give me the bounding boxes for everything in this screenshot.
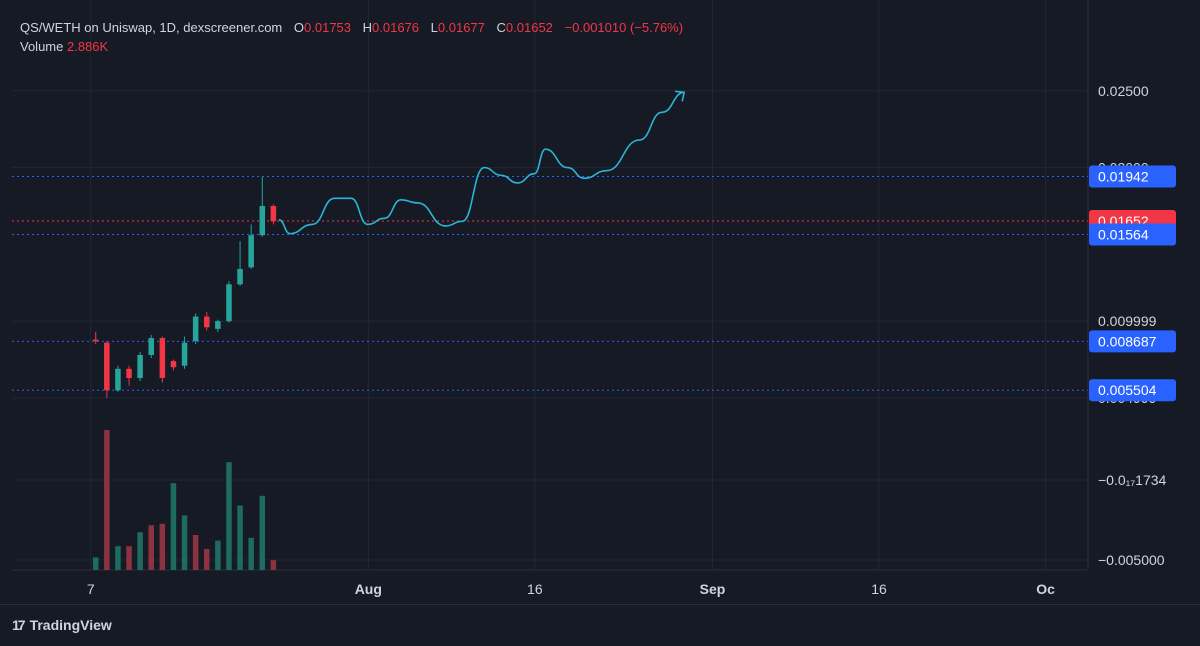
volume-bar xyxy=(137,532,143,570)
legend-high-value: 0.01676 xyxy=(372,20,420,35)
legend-title: QS/WETH on Uniswap, 1D, dexscreener.com xyxy=(20,20,283,35)
price-level-badge xyxy=(1089,379,1176,402)
candle-body xyxy=(181,342,188,366)
x-axis-tick-label: Aug xyxy=(355,581,382,597)
x-axis-tick-label: 16 xyxy=(871,581,887,597)
volume-legend: Volume 2.886K xyxy=(20,39,108,54)
legend-open-value: 0.01753 xyxy=(304,20,352,35)
price-level-badge xyxy=(1089,165,1176,188)
tradingview-logo[interactable]: 17 TradingView xyxy=(12,617,112,633)
price-level-badge-label: 0.01564 xyxy=(1098,227,1149,243)
price-level-badge xyxy=(1089,330,1176,353)
chart-legend: QS/WETH on Uniswap, 1D, dexscreener.com … xyxy=(20,20,683,35)
legend-open-label: O xyxy=(293,20,305,35)
volume-bar xyxy=(115,546,121,570)
x-axis-tick-label: 7 xyxy=(87,581,95,597)
candle-body xyxy=(104,342,110,391)
y-axis-tick-label: 0.009999 xyxy=(1098,313,1157,329)
projection-arrow-head xyxy=(675,90,686,102)
candle-body xyxy=(204,316,210,328)
volume-bar xyxy=(270,560,277,570)
candle-body xyxy=(148,338,154,355)
price-level-badge xyxy=(1089,223,1176,246)
volume-bar xyxy=(104,430,110,570)
volume-bar xyxy=(259,495,266,570)
candle-body xyxy=(192,316,199,342)
x-axis-tick-label: 16 xyxy=(527,581,543,597)
price-level-badge-label: 0.008687 xyxy=(1098,333,1157,349)
x-axis-tick-label: Oc xyxy=(1036,581,1055,597)
projection-path[interactable] xyxy=(278,91,685,235)
volume-bar xyxy=(204,549,210,570)
tradingview-brand: TradingView xyxy=(29,617,112,633)
candle-body xyxy=(92,339,99,342)
volume-bar xyxy=(159,523,166,570)
candle-body xyxy=(126,368,132,378)
legend-close-value: 0.01652 xyxy=(505,20,553,35)
y-axis-tick-label: 0.02500 xyxy=(1098,83,1149,99)
volume-label: Volume xyxy=(20,39,64,54)
tradingview-logo-icon: 17 xyxy=(12,617,26,633)
chart-background xyxy=(0,0,1200,604)
candle-body xyxy=(170,361,177,368)
candle-body xyxy=(115,368,121,391)
legend-change-value: −0.001010 (−5.76%) xyxy=(564,20,684,35)
volume-bar xyxy=(170,483,177,570)
candle-body xyxy=(159,338,166,378)
volume-axis-tick-label: −0.0₁₇1734 xyxy=(1098,472,1167,488)
volume-bar xyxy=(126,546,132,570)
candle-body xyxy=(226,284,232,322)
legend-low-label: L xyxy=(430,20,438,35)
x-axis-tick-label: Sep xyxy=(700,581,726,597)
candle-body xyxy=(259,205,266,236)
volume-bar xyxy=(181,515,188,570)
volume-bar xyxy=(226,462,232,570)
candle-body xyxy=(237,268,243,285)
candle-body xyxy=(248,235,254,268)
legend-close-label: C xyxy=(496,20,506,35)
volume-value: 2.886K xyxy=(67,39,109,54)
legend-low-value: 0.01677 xyxy=(437,20,485,35)
volume-bar xyxy=(237,505,243,570)
volume-bar xyxy=(192,535,199,570)
volume-bar xyxy=(215,540,221,570)
price-level-badge-label: 0.01942 xyxy=(1098,168,1149,184)
legend-high-label: H xyxy=(362,20,373,35)
chart-canvas[interactable]: 0.025000.020000.0099990.004999−0.0₁₇1734… xyxy=(0,0,1200,604)
volume-bar xyxy=(92,557,99,570)
candle-body xyxy=(270,205,277,222)
price-level-badge-label: 0.005504 xyxy=(1098,382,1157,398)
candle-body xyxy=(137,354,143,378)
volume-bar xyxy=(148,525,154,570)
volume-bar xyxy=(248,537,254,570)
candle-body xyxy=(215,321,221,329)
volume-axis-tick-label: −0.005000 xyxy=(1098,552,1165,568)
footer-bar: 17 TradingView xyxy=(0,604,1200,646)
